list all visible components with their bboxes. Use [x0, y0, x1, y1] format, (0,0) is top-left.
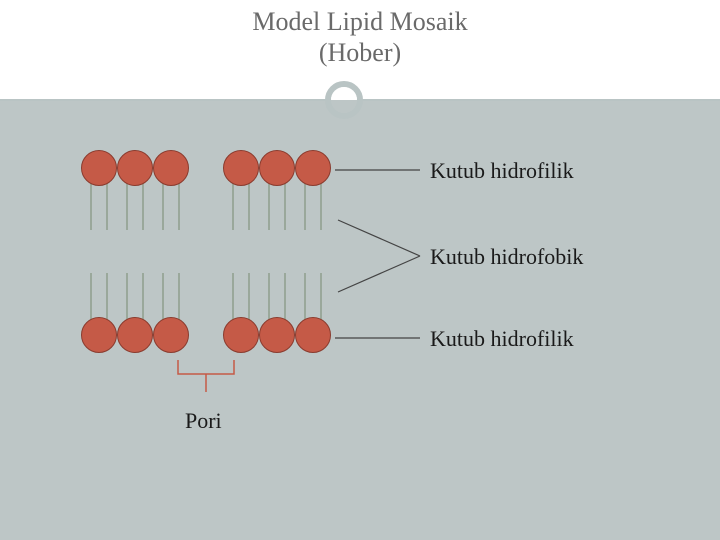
label-hydrophobic: Kutub hidrofobik [430, 244, 583, 270]
pore-bracket [0, 0, 720, 540]
label-hydrophilic-bottom: Kutub hidrofilik [430, 326, 574, 352]
label-pore: Pori [185, 408, 222, 434]
label-hydrophilic-top: Kutub hidrofilik [430, 158, 574, 184]
